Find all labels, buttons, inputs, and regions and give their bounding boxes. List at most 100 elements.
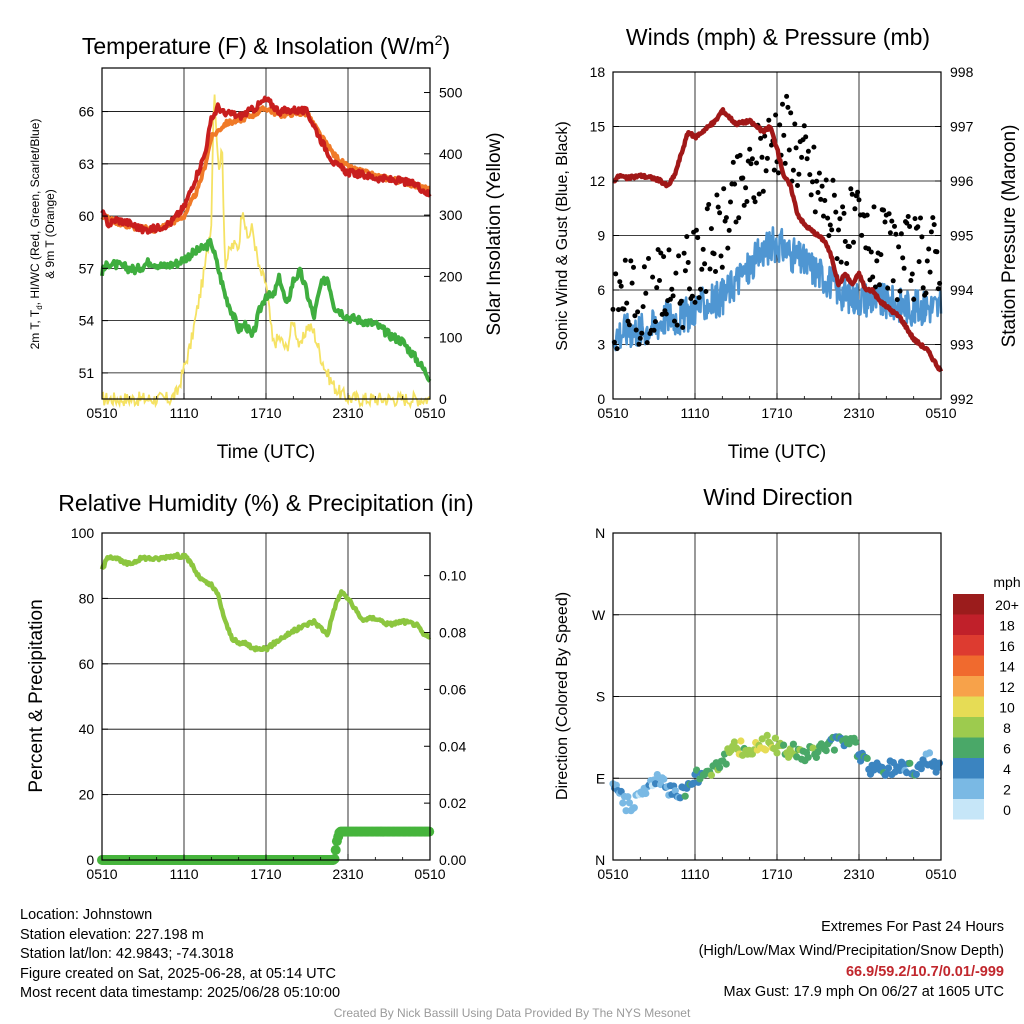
gust-point xyxy=(687,286,692,292)
gust-point xyxy=(614,346,620,352)
gust-point xyxy=(912,216,918,222)
gust-point xyxy=(726,227,732,233)
winds-y-tick: 0 xyxy=(597,391,605,407)
wind-direction-point xyxy=(830,746,839,754)
gust-point xyxy=(681,250,687,256)
created-text: Figure created on Sat, 2025-06-28, at 05… xyxy=(20,965,336,982)
gust-point xyxy=(793,145,799,151)
gust-point xyxy=(702,261,708,267)
speed-legend-label: 4 xyxy=(1003,761,1011,777)
gust-point xyxy=(868,249,874,255)
humidity-x-tick: 2310 xyxy=(332,866,363,882)
gust-point xyxy=(874,258,880,264)
gust-point xyxy=(743,185,749,191)
gust-point xyxy=(919,234,925,240)
gust-point xyxy=(689,293,695,299)
winds-y2-tick: 992 xyxy=(950,391,974,407)
gust-point xyxy=(881,207,887,213)
gust-point xyxy=(870,274,876,280)
gust-point xyxy=(637,335,643,341)
humidity-y-tick: 60 xyxy=(79,656,95,672)
gust-point xyxy=(762,133,768,139)
wind-direction-point xyxy=(722,760,730,768)
gust-point xyxy=(748,161,754,167)
gust-point xyxy=(758,135,764,141)
temperature-y2-label: Solar Insolation (Yellow) xyxy=(484,132,505,335)
gust-point xyxy=(892,223,897,229)
wind-direction-x-tick: 1710 xyxy=(761,866,792,882)
gust-point xyxy=(695,235,701,241)
wind-direction-point xyxy=(642,789,650,798)
gust-point xyxy=(744,199,750,204)
elevation-text: Station elevation: 227.198 m xyxy=(20,926,204,943)
temperature-x-tick: 2310 xyxy=(332,405,363,421)
gust-point xyxy=(782,160,788,166)
gust-point xyxy=(673,270,679,276)
gust-point xyxy=(661,254,667,260)
gust-point xyxy=(812,209,818,215)
gust-point xyxy=(728,199,733,205)
speed-legend-label: 6 xyxy=(1003,741,1011,757)
wind-direction-point xyxy=(812,753,821,762)
speed-legend-swatch xyxy=(953,614,984,635)
gust-point xyxy=(704,206,710,212)
winds-x-tick: 2310 xyxy=(843,405,874,421)
gust-point xyxy=(654,285,660,291)
winds-x-tick: 1710 xyxy=(761,405,792,421)
location-text: Location: Johnstown xyxy=(20,907,153,923)
temperature-y2-tick: 200 xyxy=(439,268,463,284)
temperature-y-tick: 63 xyxy=(79,156,95,172)
wind-direction-y-tick: N xyxy=(595,852,605,868)
gust-point xyxy=(826,233,832,239)
gust-point xyxy=(934,249,940,255)
gust-point xyxy=(672,318,677,324)
winds-y-tick: 3 xyxy=(597,337,605,353)
wind-direction-point xyxy=(624,793,632,801)
wind-direction-point xyxy=(925,749,934,757)
speed-legend-swatch xyxy=(953,594,984,615)
wind-direction-point xyxy=(884,764,893,772)
wind-direction-point xyxy=(730,738,739,746)
precipitation-point xyxy=(329,854,340,864)
credit-text: Created By Nick Bassill Using Data Provi… xyxy=(333,1006,691,1020)
temperature-y-tick: 57 xyxy=(79,260,95,276)
temperature-y2-tick: 0 xyxy=(439,391,447,407)
wind-direction-point xyxy=(671,787,679,795)
winds-x-label: Time (UTC) xyxy=(728,442,827,463)
precipitation-y-tick: 0.02 xyxy=(439,795,466,811)
speed-legend-swatch xyxy=(953,799,984,820)
gust-point xyxy=(711,251,717,257)
speed-legend-title: mph xyxy=(993,574,1020,590)
gust-point xyxy=(717,210,723,216)
gust-point xyxy=(680,325,686,330)
gust-point xyxy=(636,341,642,347)
gust-point xyxy=(799,154,805,160)
gust-point xyxy=(641,264,647,270)
gust-point xyxy=(763,168,769,174)
gust-point xyxy=(715,204,721,210)
gust-point xyxy=(751,195,757,201)
gust-point xyxy=(821,213,826,219)
solar-insolation-line xyxy=(101,94,431,410)
temperature-x-tick: 0510 xyxy=(414,405,445,421)
extremes-title: Extremes For Past 24 Hours xyxy=(821,919,1004,935)
speed-legend-label: 8 xyxy=(1003,720,1011,736)
gust-point xyxy=(810,179,815,185)
gust-point xyxy=(655,247,661,253)
gust-point xyxy=(635,309,641,315)
gust-point xyxy=(631,264,636,270)
wind-direction-y-label: Direction (Colored By Speed) xyxy=(554,592,571,800)
gust-point xyxy=(803,134,809,140)
humidity-grid xyxy=(102,533,430,860)
gust-point xyxy=(844,261,850,266)
gust-point xyxy=(856,197,862,203)
gust-point xyxy=(805,148,811,154)
gust-point xyxy=(825,215,831,221)
gust-point xyxy=(719,264,725,270)
wind-direction-point xyxy=(660,775,668,783)
gust-point xyxy=(816,170,822,176)
gust-point xyxy=(773,112,779,118)
gust-point xyxy=(822,198,828,203)
